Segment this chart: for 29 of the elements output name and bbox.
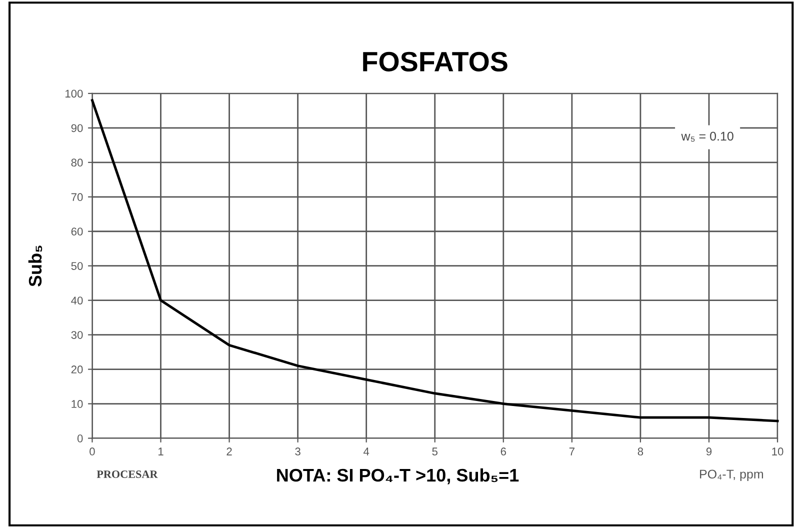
x-tick-label: 4 [364,448,370,456]
y-tick-label: 40 [71,296,83,304]
y-axis-title: Sub₅ [28,246,42,287]
x-tick-label: 8 [638,448,644,456]
x-tick-label: 9 [706,448,712,456]
x-axis-title: PO₄-T, ppm [700,470,763,482]
y-tick-label: 50 [71,262,83,270]
text: NOTA: SI PO₄-T >10, Sub₅=1 [277,468,519,484]
x-tick-label: 3 [295,448,300,456]
line-series [90,99,779,422]
x-tick-label: 5 [432,448,438,456]
x-tick-label: 1 [158,448,164,456]
y-tick-label: 20 [71,366,83,374]
x-tick-label: 0 [90,448,95,456]
x-tick-label: 10 [772,448,784,456]
x-tick-label: 7 [569,448,574,456]
y-tick-label: 90 [71,124,83,132]
y-tick-label: 30 [71,331,83,339]
chart-title: FOSFATOS [363,52,508,72]
y-tick-label: 60 [71,228,83,236]
x-tick-label: 6 [500,448,506,456]
y-tick-label: 0 [77,434,83,442]
y-tick-label: 80 [71,158,83,167]
x-tick-label: 2 [226,448,232,456]
y-tick-label: 70 [71,193,83,202]
text: PROCESAR [96,470,158,478]
y-tick-label: 10 [72,400,83,408]
y-tick-label: 100 [66,90,83,98]
annotation: w₅ = 0.10 [681,132,734,142]
